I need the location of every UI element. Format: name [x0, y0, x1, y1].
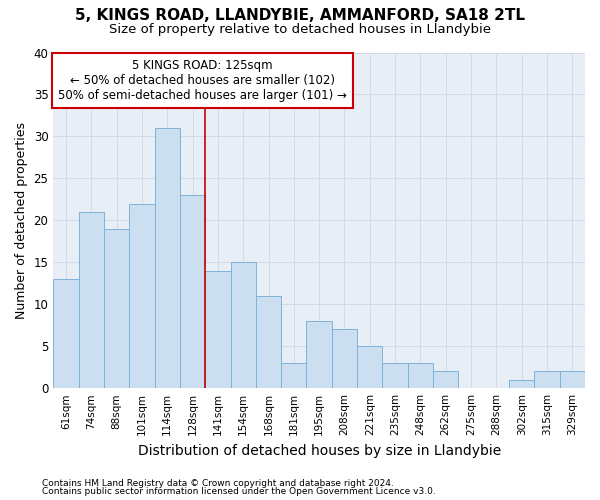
Text: Contains HM Land Registry data © Crown copyright and database right 2024.: Contains HM Land Registry data © Crown c…	[42, 478, 394, 488]
Bar	[79, 212, 104, 388]
Text: 5 KINGS ROAD: 125sqm
← 50% of detached houses are smaller (102)
50% of semi-deta: 5 KINGS ROAD: 125sqm ← 50% of detached h…	[58, 59, 347, 102]
Bar	[155, 128, 180, 388]
Bar	[357, 346, 382, 388]
Bar	[307, 321, 332, 388]
Text: Size of property relative to detached houses in Llandybie: Size of property relative to detached ho…	[109, 22, 491, 36]
Text: 5, KINGS ROAD, LLANDYBIE, AMMANFORD, SA18 2TL: 5, KINGS ROAD, LLANDYBIE, AMMANFORD, SA1…	[75, 8, 525, 22]
Bar	[535, 372, 560, 388]
Bar	[230, 262, 256, 388]
Bar	[281, 363, 307, 388]
Y-axis label: Number of detached properties: Number of detached properties	[15, 122, 28, 319]
Bar	[408, 363, 433, 388]
Text: Contains public sector information licensed under the Open Government Licence v3: Contains public sector information licen…	[42, 487, 436, 496]
Bar	[433, 372, 458, 388]
Bar	[509, 380, 535, 388]
Bar	[129, 204, 155, 388]
Bar	[382, 363, 408, 388]
Bar	[53, 279, 79, 388]
Bar	[180, 195, 205, 388]
X-axis label: Distribution of detached houses by size in Llandybie: Distribution of detached houses by size …	[137, 444, 501, 458]
Bar	[104, 228, 129, 388]
Bar	[205, 270, 230, 388]
Bar	[256, 296, 281, 388]
Bar	[560, 372, 585, 388]
Bar	[332, 330, 357, 388]
